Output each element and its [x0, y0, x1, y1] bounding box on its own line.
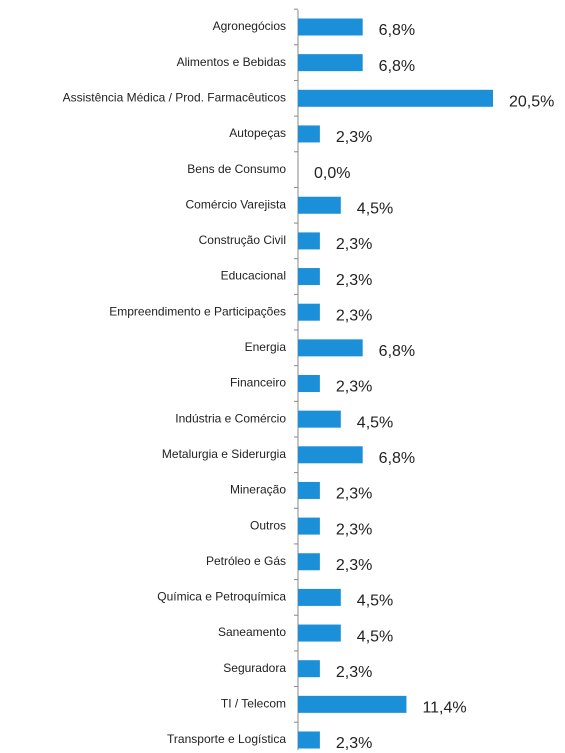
bar	[298, 731, 320, 749]
value-label: 2,3%	[336, 307, 372, 324]
value-label: 11,4%	[422, 700, 466, 717]
value-label: 4,5%	[357, 414, 393, 431]
value-label: 6,8%	[379, 22, 415, 39]
value-label: 2,3%	[336, 521, 372, 538]
value-label: 2,3%	[336, 236, 372, 253]
value-label: 2,3%	[336, 272, 372, 289]
bar	[298, 196, 341, 214]
bar	[298, 517, 320, 535]
category-label: Energia	[245, 340, 287, 354]
value-label: 0,0%	[314, 165, 350, 182]
category-label: Mineração	[230, 483, 286, 497]
value-label: 6,8%	[379, 450, 415, 467]
bar	[298, 695, 407, 713]
category-label: Saneamento	[218, 625, 286, 639]
bar	[298, 125, 320, 143]
value-label: 2,3%	[336, 664, 372, 681]
value-label: 6,8%	[379, 343, 415, 360]
bar	[298, 660, 320, 678]
category-label: Outros	[250, 518, 286, 532]
bar	[298, 339, 363, 357]
category-label: Construção Civil	[199, 233, 286, 247]
category-label: Seguradora	[223, 661, 286, 675]
category-label: Comércio Varejista	[186, 197, 287, 211]
category-label: Agronegócios	[213, 19, 286, 33]
bar	[298, 446, 363, 464]
category-label: Empreendimento e Participações	[109, 304, 286, 318]
bar	[298, 375, 320, 392]
value-label: 6,8%	[379, 58, 415, 75]
value-label: 2,3%	[336, 379, 372, 396]
value-label: 4,5%	[357, 628, 393, 645]
value-label: 2,3%	[336, 129, 372, 146]
value-label: 2,3%	[336, 557, 372, 574]
category-label: Metalurgia e Siderurgia	[162, 447, 286, 461]
category-label: Financeiro	[230, 376, 286, 390]
value-label: 4,5%	[357, 593, 393, 610]
bar	[298, 89, 493, 107]
bar	[298, 303, 320, 321]
category-label: Bens de Consumo	[187, 162, 286, 176]
category-label: Autopeças	[229, 126, 286, 140]
bar	[298, 54, 363, 72]
category-label: Indústria e Comércio	[175, 411, 286, 425]
bar	[298, 588, 341, 606]
category-label: Educacional	[221, 269, 286, 283]
bar	[298, 481, 320, 499]
category-label: Alimentos e Bebidas	[177, 55, 286, 69]
value-label: 4,5%	[357, 200, 393, 217]
category-label: Assistência Médica / Prod. Farmacêuticos	[63, 90, 286, 104]
category-label: Química e Petroquímica	[157, 590, 286, 604]
category-label: Petróleo e Gás	[206, 554, 286, 568]
bar	[298, 18, 363, 36]
value-label: 2,3%	[336, 486, 372, 503]
bar	[298, 410, 341, 428]
category-label: Transporte e Logística	[167, 732, 286, 746]
category-label: TI / Telecom	[221, 697, 286, 711]
bar	[298, 268, 320, 286]
value-label: 20,5%	[509, 94, 554, 111]
bar	[298, 232, 320, 250]
bar	[298, 624, 341, 642]
bar	[298, 553, 320, 571]
value-label: 2,3%	[336, 735, 372, 752]
